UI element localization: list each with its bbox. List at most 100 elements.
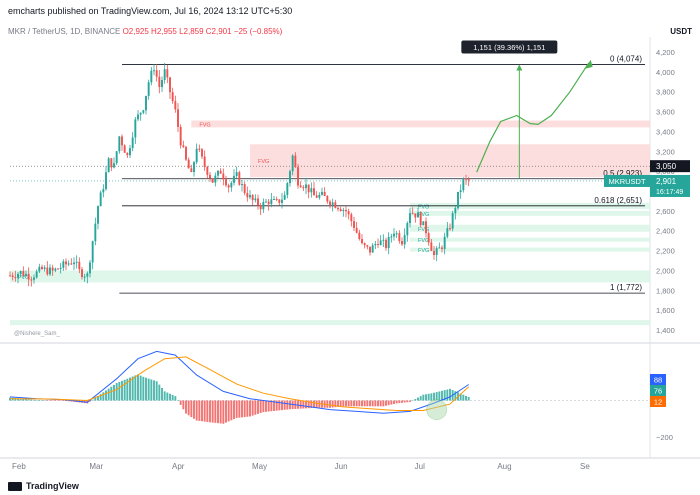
macd-histogram-bar [35, 400, 38, 401]
candle-body [129, 148, 131, 156]
candle-body [115, 151, 118, 164]
candle-body [225, 179, 227, 186]
x-tick-label: Feb [12, 462, 26, 471]
macd-value-text: 76 [654, 387, 662, 396]
macd-histogram-bar [206, 400, 209, 422]
macd-histogram-bar [435, 392, 438, 401]
macd-histogram-bar [353, 400, 355, 407]
macd-histogram-bar [329, 400, 331, 408]
candle-body [342, 209, 345, 212]
macd-histogram-bar [155, 381, 158, 401]
candle-body [337, 207, 339, 210]
candle-body [259, 205, 262, 210]
candle-body [313, 188, 315, 196]
candle-body [385, 239, 387, 249]
symbol-name: MKR / TetherUS, 1D, BINANCE [8, 27, 121, 36]
macd-value-tag [650, 396, 666, 407]
candle-body [409, 213, 411, 224]
y-tick-label: 2,000 [656, 266, 675, 275]
macd-histogram-bar [163, 391, 166, 401]
fvg-zone [410, 224, 650, 232]
macd-histogram-bar [230, 400, 233, 421]
candle-body [326, 195, 329, 202]
macd-histogram-bar [134, 375, 137, 401]
macd-histogram-bar [51, 400, 54, 401]
candle-body [123, 145, 126, 153]
candle-body [286, 183, 289, 195]
y-tick-label: 1,400 [656, 326, 675, 335]
symbol-tag [604, 174, 650, 187]
macd-histogram-bar [97, 396, 99, 401]
candle-body [182, 145, 185, 147]
y-tick-label: 2,400 [656, 227, 675, 236]
macd-histogram-bar [403, 400, 406, 403]
symbol-line: MKR / TetherUS, 1D, BINANCE O2,925 H2,95… [8, 27, 282, 36]
candle-body [211, 178, 214, 183]
x-tick-label: Jul [415, 462, 425, 471]
footer-brand: TradingView [26, 481, 79, 491]
macd-histogram-bar [385, 400, 387, 406]
candle-body [102, 189, 105, 193]
macd-histogram-bar [222, 400, 225, 424]
macd-histogram-bar [113, 384, 115, 401]
macd-histogram-bar [62, 400, 65, 401]
candle-body [430, 242, 433, 251]
macd-histogram-bar [209, 400, 211, 423]
projection-curve [476, 62, 590, 173]
symbol-tag-text: MKRUSDT [608, 177, 646, 186]
macd-histogram-bar [174, 396, 177, 401]
resistance-price-tag [650, 160, 690, 173]
candle-body [334, 202, 337, 208]
candle-body [243, 184, 246, 194]
macd-histogram-bar [102, 392, 105, 401]
macd-histogram-bar [142, 376, 145, 401]
candle-body [321, 191, 323, 195]
y-tick-label: 3,800 [656, 88, 675, 97]
macd-histogram-bar [433, 392, 435, 401]
candle-body [14, 276, 17, 278]
macd-histogram-bar [190, 400, 193, 418]
y-tick-label: 2,600 [656, 207, 675, 216]
resistance-price-text: 3,050 [656, 162, 677, 171]
macd-histogram-bar [115, 383, 118, 401]
y-tick-label: 4,200 [656, 48, 675, 57]
candle-body [289, 171, 291, 184]
macd-histogram-bar [17, 398, 19, 401]
candle-body [89, 262, 91, 274]
macd-histogram-bar [449, 388, 451, 401]
macd-histogram-bar [441, 390, 443, 401]
candle-body [366, 245, 369, 247]
macd-histogram-bar [278, 400, 281, 411]
measure-label-text: 1,151 (39.36%) 1,151 [473, 43, 545, 52]
fvg-zone-label: FVG [199, 122, 210, 128]
candle-body [107, 158, 110, 173]
candle-body [353, 221, 355, 228]
ohlc-open: O2,925 [122, 27, 149, 36]
candle-body [11, 275, 14, 277]
last-price-text: 2,901 [656, 177, 677, 186]
x-tick-label: Mar [89, 462, 103, 471]
candle-body [70, 263, 73, 265]
candle-body [35, 271, 38, 278]
macd-histogram-bar [198, 400, 201, 421]
candle-body [254, 198, 257, 201]
macd-histogram-bar [315, 400, 318, 408]
macd-histogram-bar [307, 400, 310, 409]
macd-histogram-bar [361, 400, 363, 407]
macd-histogram-bar [302, 400, 305, 409]
macd-histogram-bar [126, 378, 129, 401]
candle-body [323, 191, 326, 196]
macd-histogram-bar [137, 374, 139, 401]
macd-histogram-bar [225, 400, 227, 423]
signal-line [9, 356, 470, 411]
macd-histogram-bar [201, 400, 203, 422]
candle-body [419, 212, 422, 226]
candle-body [161, 80, 163, 88]
fvg-zone-label: FVG [418, 204, 429, 210]
candle-body [465, 178, 467, 180]
macd-histogram-bar [169, 393, 171, 401]
macd-histogram-bar [214, 400, 217, 423]
candle-body [406, 223, 409, 236]
macd-histogram-bar [241, 400, 243, 418]
